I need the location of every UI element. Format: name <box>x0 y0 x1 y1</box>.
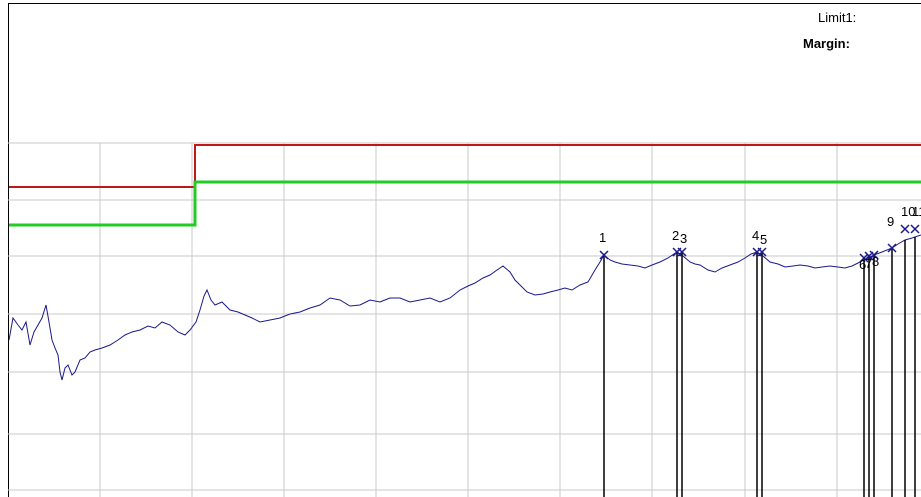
marker-label: 1 <box>599 230 606 245</box>
marker-label: 4 <box>752 228 759 243</box>
marker-cross <box>752 247 767 257</box>
limit-line <box>9 144 921 188</box>
plot-frame <box>8 3 921 497</box>
marker-label: 2 <box>672 228 679 243</box>
marker-cross <box>672 247 687 257</box>
marker-label: 5 <box>760 232 767 247</box>
marker-crosses <box>599 224 920 263</box>
margin-label: Margin: <box>803 36 850 51</box>
marker-cross <box>599 250 609 260</box>
marker-cross <box>859 250 879 263</box>
marker-label: 3 <box>680 231 687 246</box>
marker-lines <box>603 237 916 497</box>
limit-label: Limit1: <box>818 10 856 25</box>
marker-label: 8 <box>872 254 879 269</box>
marker-labels: 1 2 3 4 5 6 7 8 9 10 11 <box>599 204 921 272</box>
marker-label: 10 <box>901 204 915 219</box>
grid <box>8 142 921 497</box>
marker-label: 6 <box>859 257 866 272</box>
margin-line <box>9 180 921 227</box>
marker-label: 7 <box>865 256 872 271</box>
marker-label: 11 <box>912 204 921 219</box>
marker-cross <box>887 224 920 253</box>
marker-label: 9 <box>887 214 894 229</box>
